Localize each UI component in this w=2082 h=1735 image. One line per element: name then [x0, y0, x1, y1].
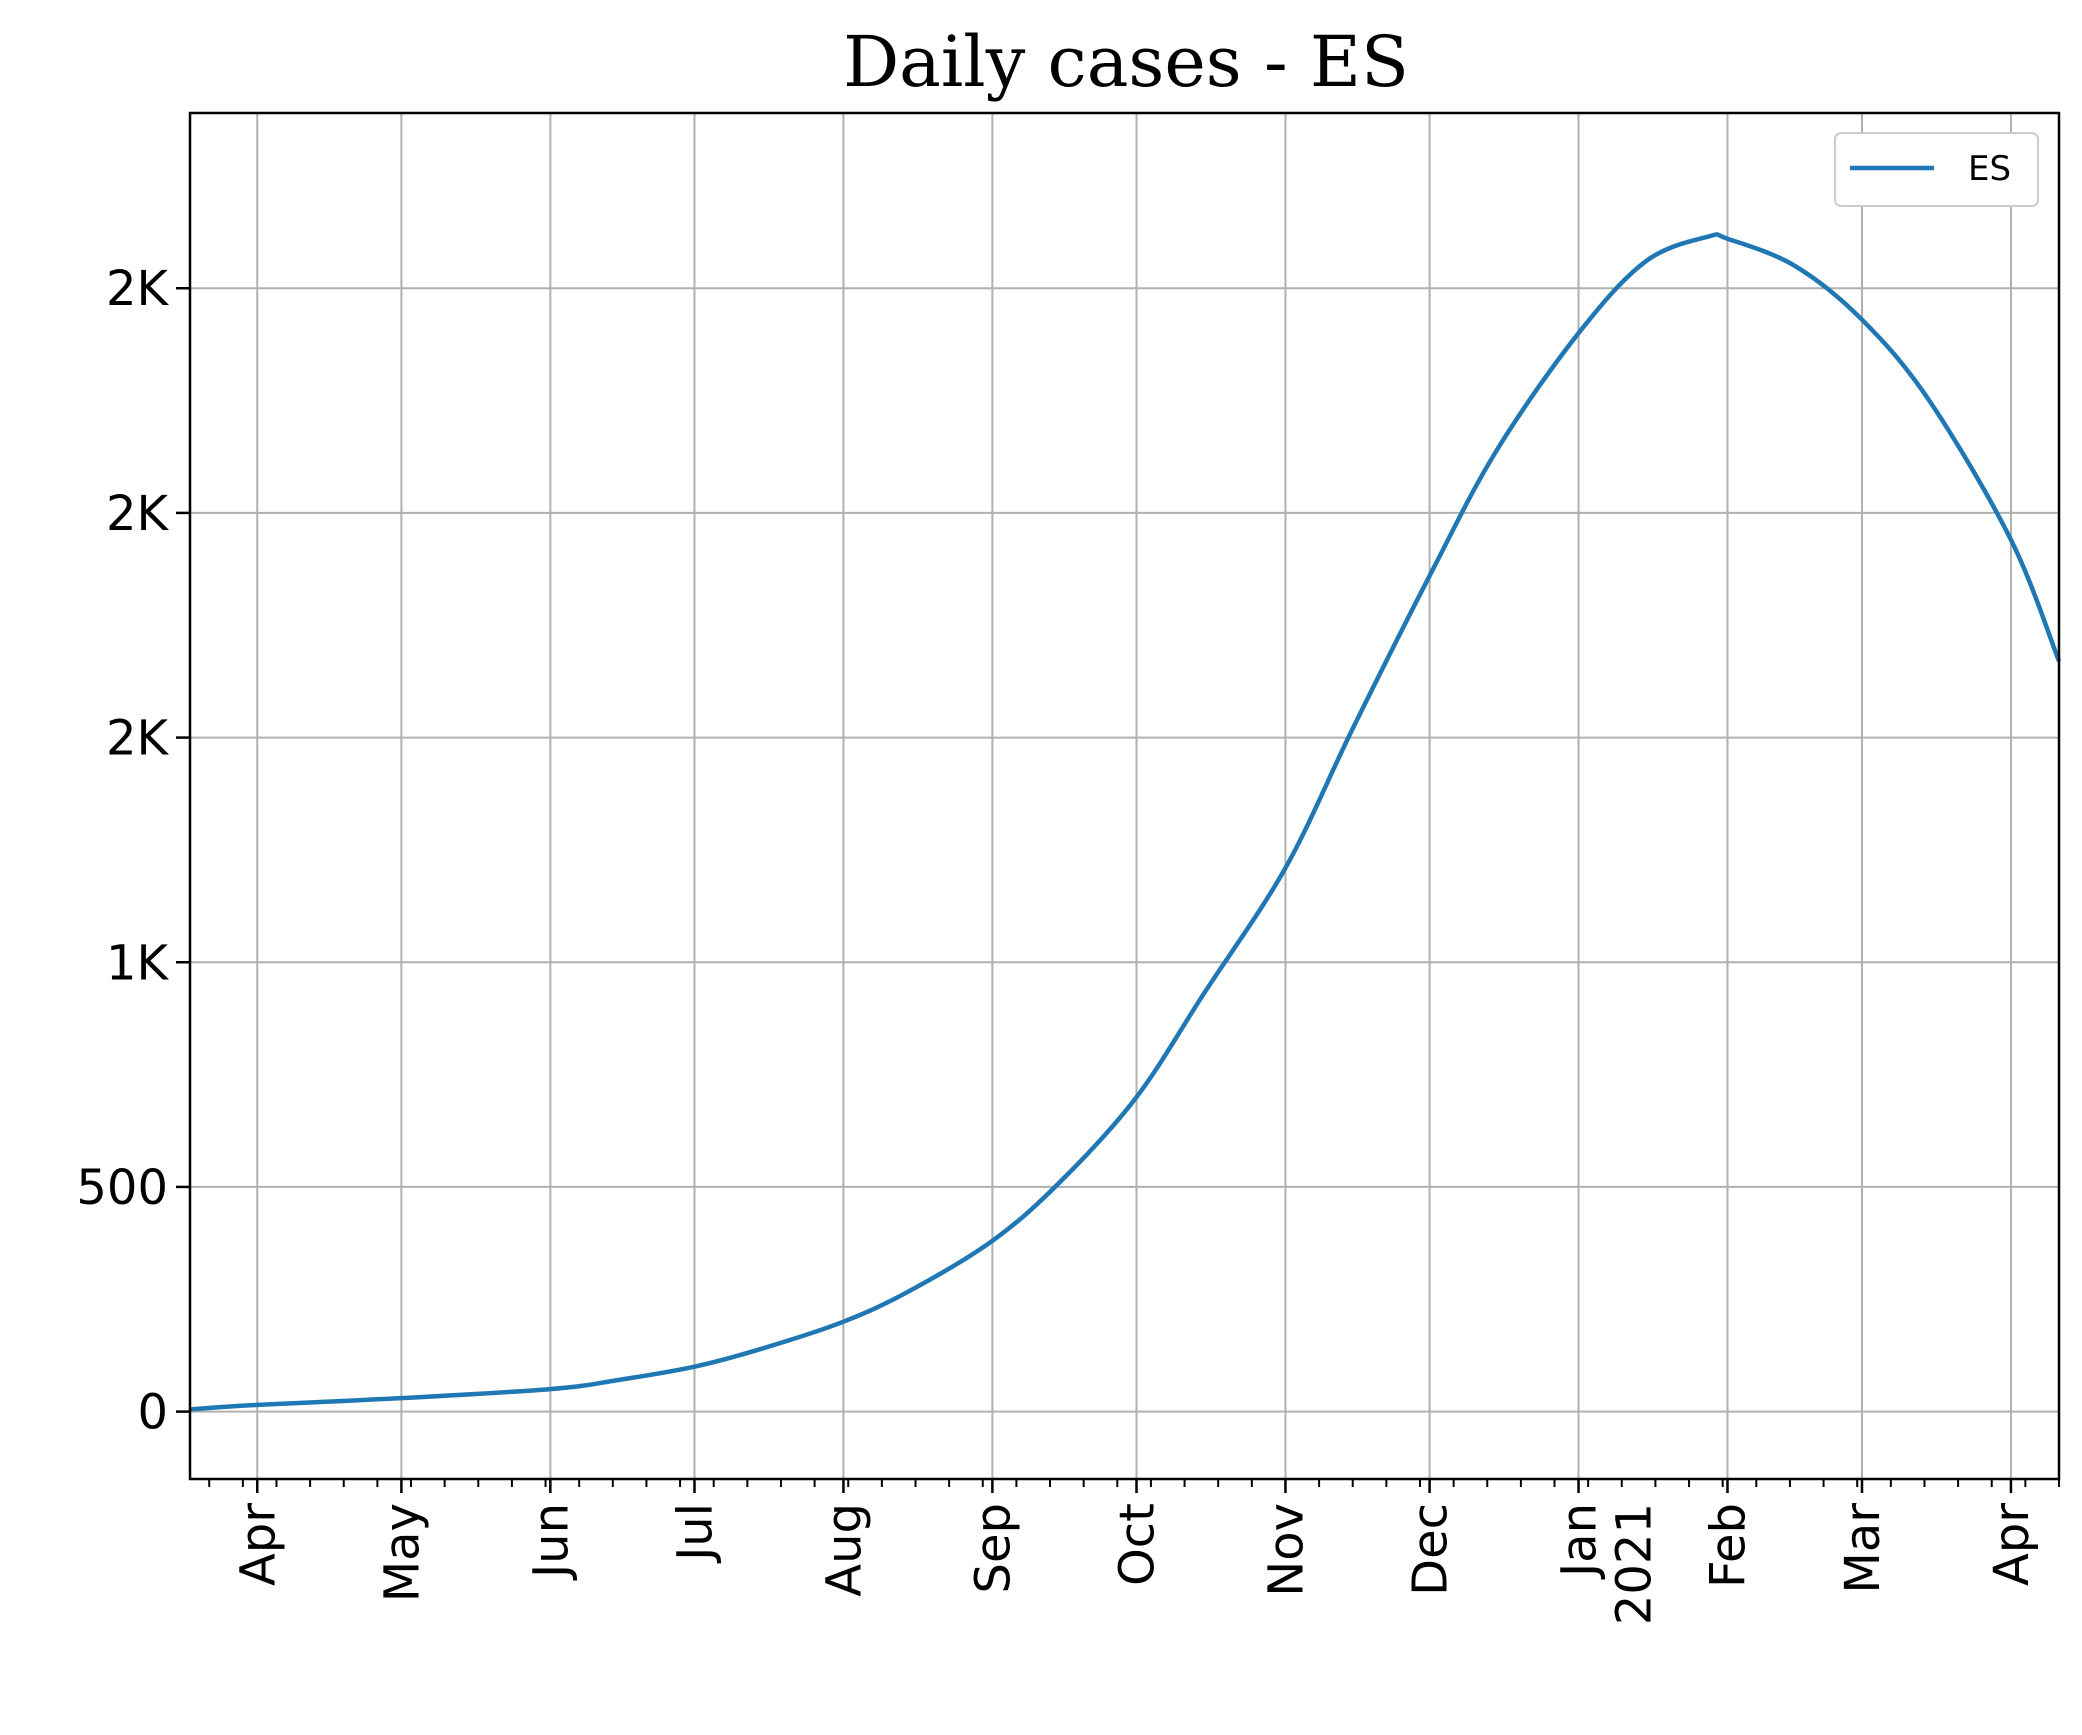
- y-tick-label: 2K: [106, 486, 170, 542]
- series-layer: [189, 232, 2062, 1412]
- chart-title: Daily cases - ES: [843, 21, 1409, 103]
- x-tick-label: Feb: [1700, 1503, 1756, 1588]
- plot-frame: [188, 111, 2061, 1481]
- x-tick-label: Sep: [965, 1503, 1021, 1593]
- x-tick-year-label: 2021: [1607, 1503, 1663, 1625]
- x-tick-label: Apr: [230, 1503, 286, 1586]
- x-tick-label: Aug: [816, 1503, 872, 1597]
- series-line-es: [189, 232, 2062, 1412]
- y-tick-label: 0: [137, 1385, 168, 1441]
- y-tick-label: 1K: [106, 935, 170, 991]
- y-axis: 0 500 1K 2K 2K 2K: [76, 261, 190, 1441]
- x-tick-label: Mar: [1835, 1503, 1891, 1594]
- legend-label: ES: [1968, 149, 2011, 189]
- x-tick-label: Jan: [1552, 1503, 1608, 1580]
- y-tick-label: 500: [76, 1160, 168, 1216]
- y-tick-label: 2K: [106, 261, 170, 317]
- x-tick-label: Jun: [523, 1503, 579, 1581]
- x-axis: Apr May Jun Jul Aug Sep Oct Nov Dec Jan 2021 Feb Mar…: [208, 1479, 2060, 1625]
- x-tick-label: Dec: [1403, 1503, 1459, 1596]
- x-tick-label: Jul: [667, 1503, 723, 1564]
- legend-box: [1834, 132, 2039, 207]
- x-tick-label: Oct: [1110, 1503, 1166, 1586]
- grid: [190, 113, 2059, 1479]
- x-tick-label: May: [374, 1503, 430, 1602]
- legend: ES: [1834, 132, 2039, 207]
- x-tick-label: Nov: [1258, 1503, 1314, 1597]
- y-tick-label: 2K: [106, 711, 170, 767]
- x-tick-label: Apr: [1984, 1503, 2040, 1586]
